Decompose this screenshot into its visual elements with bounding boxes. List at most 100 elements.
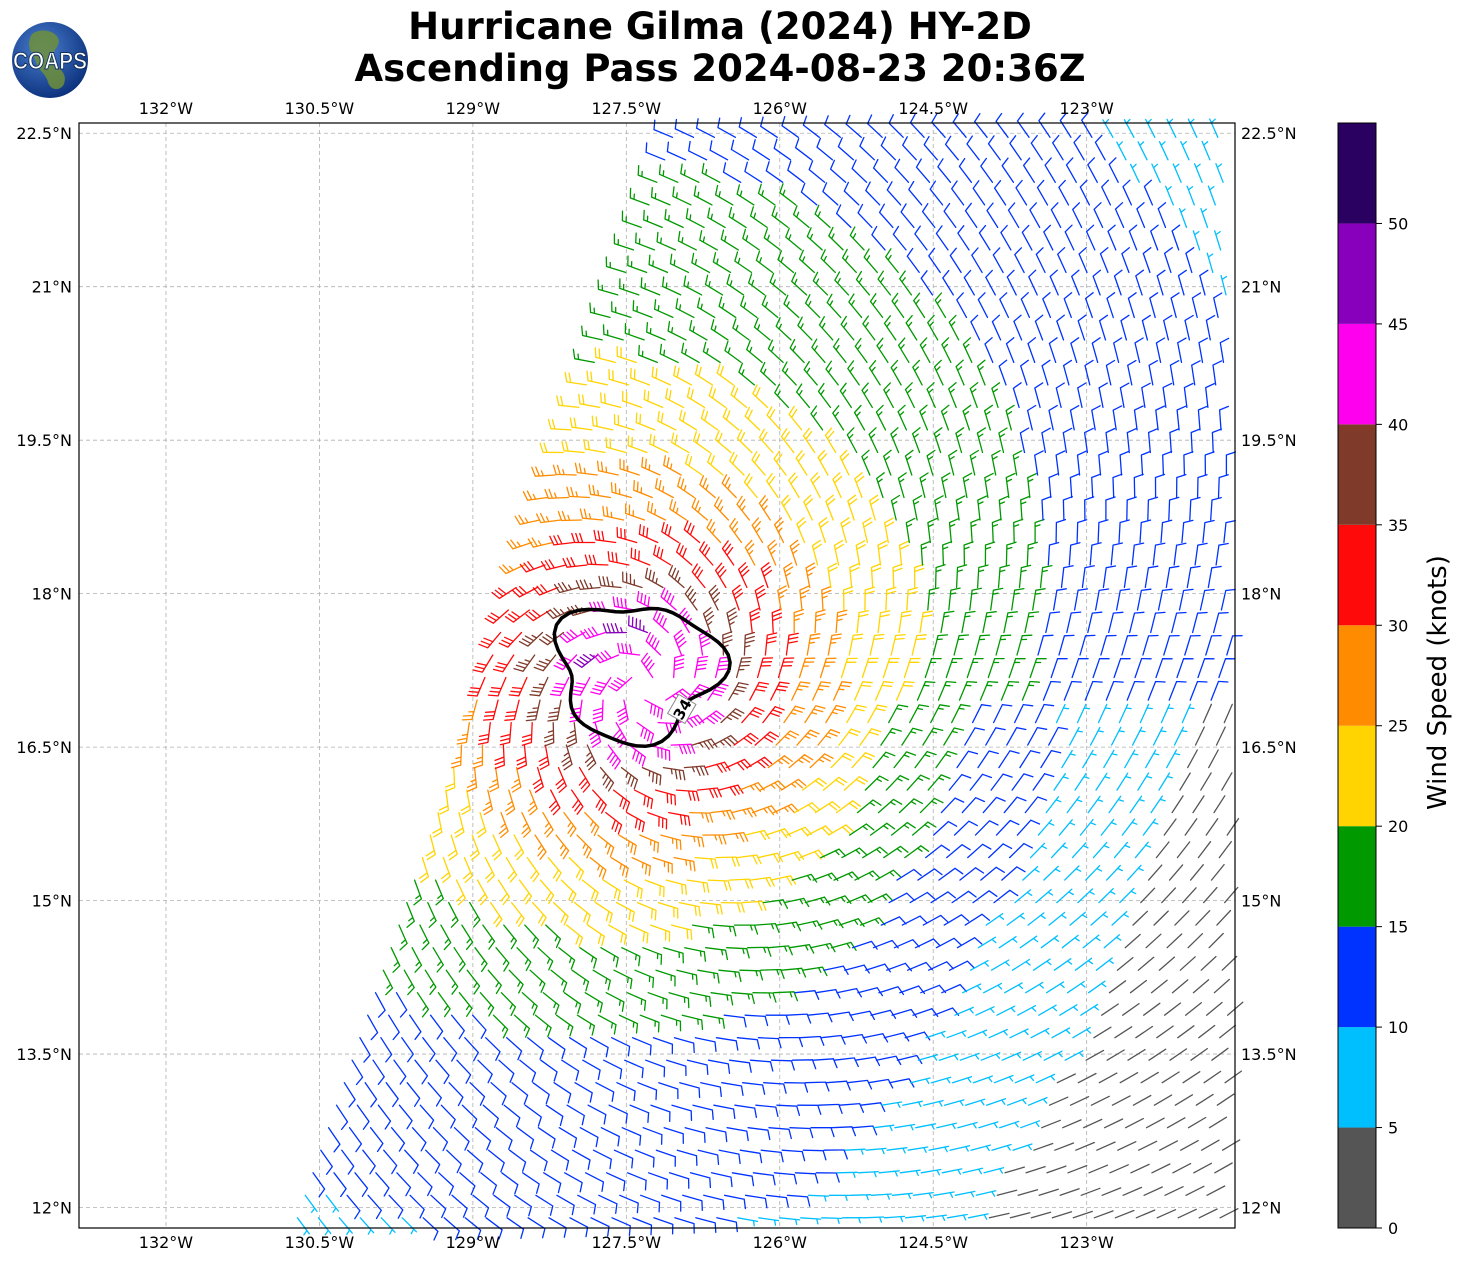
wind-barb bbox=[832, 405, 845, 431]
colorbar-tick-label-5: 25 bbox=[1388, 717, 1408, 736]
wind-barb bbox=[636, 591, 656, 611]
wind-barb bbox=[613, 233, 635, 251]
wind-barb bbox=[848, 633, 864, 656]
wind-barb bbox=[1118, 519, 1130, 544]
wind-barb bbox=[1172, 1162, 1192, 1174]
wind-barb bbox=[1177, 337, 1187, 364]
wind-barb bbox=[395, 992, 408, 1018]
wind-barb bbox=[1001, 1051, 1022, 1061]
wind-barb bbox=[1132, 910, 1149, 926]
wind-barb bbox=[1026, 541, 1038, 566]
wind-barb bbox=[1103, 1118, 1124, 1129]
wind-barb bbox=[1077, 888, 1095, 904]
wind-barb bbox=[1074, 957, 1094, 971]
wind-barb bbox=[862, 846, 888, 859]
wind-barb bbox=[1159, 1140, 1179, 1151]
wind-barb bbox=[1216, 909, 1232, 926]
wind-barb bbox=[658, 1082, 679, 1100]
wind-barb bbox=[1207, 565, 1222, 589]
wind-barb bbox=[765, 161, 784, 183]
wind-barb bbox=[419, 1104, 435, 1130]
wind-barb bbox=[804, 1081, 830, 1092]
wind-barb bbox=[1218, 405, 1230, 431]
wind-barb bbox=[1178, 588, 1194, 611]
wind-barb bbox=[592, 1149, 612, 1170]
wind-barb bbox=[1184, 1002, 1202, 1016]
wind-barb bbox=[867, 893, 894, 904]
wind-barb bbox=[1168, 680, 1187, 701]
colorbar-tick-label-4: 20 bbox=[1388, 817, 1408, 836]
wind-barb bbox=[883, 845, 909, 859]
wind-barb bbox=[901, 727, 923, 746]
wind-barb bbox=[1038, 112, 1051, 138]
wind-barb bbox=[901, 915, 928, 926]
colorbar-swatch-7 bbox=[1338, 424, 1376, 525]
wind-barb bbox=[767, 755, 793, 769]
wind-barb bbox=[709, 140, 729, 161]
wind-barb bbox=[498, 564, 525, 575]
wind-barb bbox=[562, 557, 588, 568]
wind-barb bbox=[1106, 864, 1123, 881]
wind-barb bbox=[847, 360, 860, 386]
wind-barb bbox=[1108, 611, 1124, 634]
wind-barb bbox=[949, 247, 962, 274]
wind-barb bbox=[487, 969, 502, 995]
wind-barb bbox=[804, 705, 826, 724]
wind-barb bbox=[1076, 703, 1091, 724]
wind-barb bbox=[620, 766, 639, 790]
wind-barb bbox=[869, 822, 896, 836]
wind-barb bbox=[608, 924, 627, 945]
wind-barb bbox=[963, 269, 975, 296]
wind-barb bbox=[944, 135, 959, 161]
wind-barb bbox=[795, 450, 808, 476]
wind-barb bbox=[1055, 450, 1066, 476]
wind-barb bbox=[375, 1172, 390, 1197]
wind-barb bbox=[634, 969, 655, 988]
wind-barb bbox=[1037, 819, 1055, 836]
wind-barb bbox=[893, 751, 917, 769]
wind-barb bbox=[895, 681, 915, 701]
wind-barb bbox=[621, 947, 641, 967]
wind-barb bbox=[558, 1127, 578, 1149]
wind-barb bbox=[720, 229, 739, 251]
wind-barb bbox=[700, 408, 719, 431]
wind-barb bbox=[707, 682, 729, 701]
wind-barb bbox=[422, 1037, 436, 1063]
wind-barb bbox=[958, 680, 978, 701]
wind-barb bbox=[406, 901, 415, 928]
wind-barb bbox=[806, 633, 821, 656]
wind-barb bbox=[348, 1127, 363, 1153]
wind-barb bbox=[713, 1104, 736, 1120]
wind-barb bbox=[521, 811, 532, 838]
wind-barb bbox=[865, 181, 881, 206]
wind-barb bbox=[955, 495, 966, 521]
wind-barb bbox=[1073, 134, 1085, 161]
wind-barb bbox=[734, 1104, 758, 1119]
wind-barb bbox=[1198, 1208, 1218, 1219]
wind-barb bbox=[834, 271, 850, 296]
wind-barb bbox=[1102, 118, 1114, 138]
wind-barb bbox=[1210, 680, 1229, 701]
wind-barb bbox=[1011, 958, 1031, 971]
wind-barb bbox=[1215, 163, 1224, 183]
wind-barb bbox=[699, 230, 718, 251]
wind-barb bbox=[935, 225, 949, 251]
wind-barb bbox=[380, 1217, 396, 1235]
wind-barb bbox=[1136, 202, 1146, 229]
wind-barb bbox=[653, 544, 672, 566]
wind-barb bbox=[1126, 496, 1137, 521]
wind-barb bbox=[527, 789, 538, 816]
wind-barb bbox=[943, 727, 965, 746]
wind-barb bbox=[1090, 1095, 1110, 1106]
wind-barb bbox=[1205, 818, 1219, 836]
wind-barb bbox=[1016, 819, 1041, 836]
wind-barb bbox=[1142, 247, 1152, 274]
lat-tick-label-right-0: 22.5°N bbox=[1241, 124, 1297, 143]
wind-barb bbox=[514, 514, 541, 526]
wind-barb bbox=[383, 1149, 398, 1175]
wind-barbs-layer bbox=[296, 112, 1244, 1241]
colorbar-swatch-2 bbox=[1338, 926, 1376, 1028]
wind-barb bbox=[1153, 1094, 1173, 1106]
wind-barb bbox=[1034, 314, 1044, 341]
wind-barb bbox=[525, 699, 541, 722]
